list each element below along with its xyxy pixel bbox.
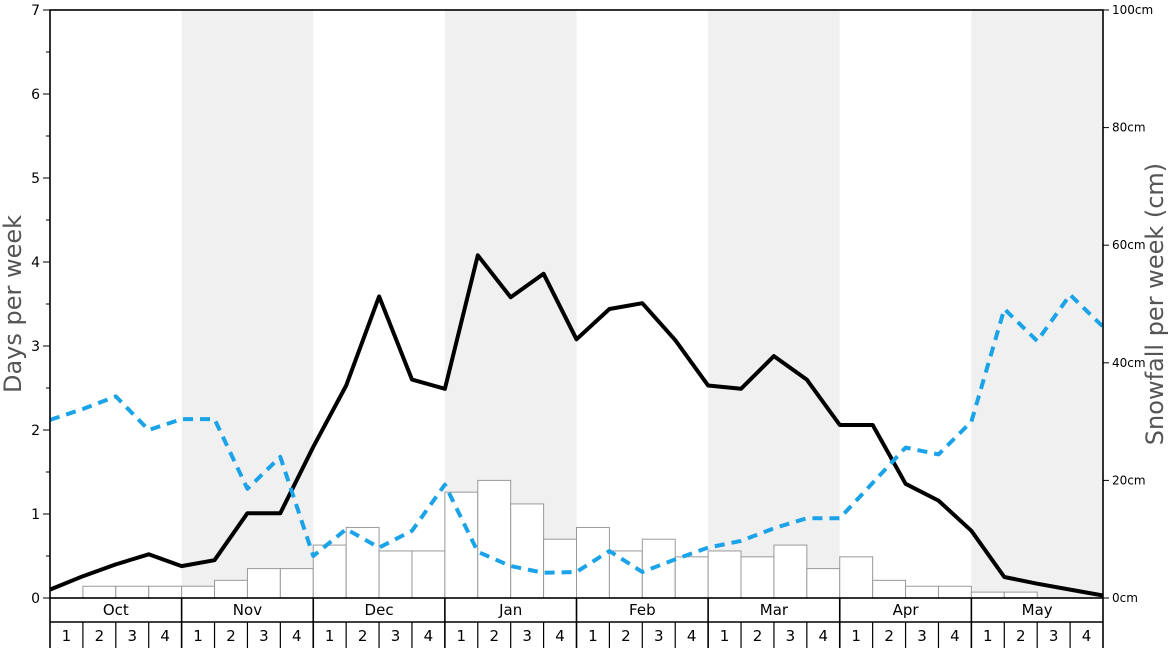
week-label: 3 (786, 627, 796, 645)
left-tick-label: 3 (31, 339, 40, 355)
week-label: 1 (588, 627, 598, 645)
snowfall-bar (82, 585, 117, 599)
right-tick-label: 60cm (1112, 238, 1146, 252)
y-left-axis-label: Days per week (0, 215, 27, 393)
month-band (181, 10, 314, 598)
month-label: May (1022, 601, 1053, 619)
dashed-series-line (49, 292, 1105, 575)
week-label: 3 (654, 627, 664, 645)
series-lines (49, 253, 1105, 598)
snowfall-bar (970, 591, 1005, 599)
week-label: 2 (95, 627, 105, 645)
right-tick-label: 100cm (1112, 3, 1153, 17)
week-label: 4 (950, 627, 960, 645)
week-label: 2 (1016, 627, 1026, 645)
snowfall-bar (905, 585, 939, 599)
solid-series-line (49, 253, 1104, 598)
month-band (708, 10, 840, 598)
week-label: 3 (522, 627, 532, 645)
snowfall-bar (872, 579, 907, 599)
week-label: 4 (687, 627, 697, 645)
snowfall-bar (279, 568, 314, 599)
week-label: 3 (1049, 627, 1059, 645)
snowfall-bar (214, 579, 248, 599)
week-label: 1 (325, 627, 335, 645)
snowfall-bar (641, 538, 676, 599)
snowfall-bar (806, 568, 841, 599)
week-label: 4 (555, 627, 565, 645)
week-label: 3 (127, 627, 137, 645)
left-tick-label: 4 (31, 255, 40, 271)
week-label: 2 (884, 627, 894, 645)
month-label: Feb (629, 601, 656, 619)
week-label: 2 (489, 627, 499, 645)
snowfall-bar (411, 550, 446, 599)
month-label: Nov (233, 601, 262, 619)
snowfall-bar (608, 550, 643, 599)
left-tick-label: 1 (31, 507, 40, 523)
week-label: 4 (424, 627, 434, 645)
week-label: 1 (983, 627, 993, 645)
month-label: Mar (760, 601, 789, 619)
week-label: 1 (457, 627, 467, 645)
week-label: 4 (1082, 627, 1092, 645)
week-label: 3 (917, 627, 927, 645)
week-label: 4 (160, 627, 170, 645)
week-label: 1 (193, 627, 203, 645)
week-label: 2 (358, 627, 368, 645)
snowfall-bar (839, 556, 874, 599)
left-tick-label: 6 (31, 87, 40, 103)
snowfall-bar (740, 556, 775, 599)
left-tick-label: 7 (31, 3, 40, 19)
month-label: Jan (498, 601, 522, 619)
week-label: 3 (391, 627, 401, 645)
snowfall-bar (1003, 591, 1038, 599)
x-axis-table: Oct 1 2 3 4 Nov 1 2 3 4 Dec 1 2 3 4 Jan 1 2 3 4 Feb 1 2 3 4 Mar 1 2… (49, 598, 1104, 648)
left-tick-label: 5 (31, 171, 40, 187)
snowfall-bar (148, 585, 183, 599)
right-tick-label: 20cm (1112, 473, 1146, 487)
y-right-axis-label: Snowfall per week (cm) (1141, 163, 1168, 445)
right-axis: 0cm 20cm 40cm 60cm 80cm 100cm (1103, 3, 1153, 605)
week-label: 2 (621, 627, 631, 645)
snowfall-bar (181, 585, 216, 599)
week-label: 4 (292, 627, 302, 645)
snowfall-bar (378, 550, 413, 599)
right-tick-label: 0cm (1112, 591, 1138, 605)
snowfall-bar (937, 585, 972, 599)
week-label: 1 (851, 627, 861, 645)
week-label: 1 (62, 627, 72, 645)
month-label: Apr (893, 601, 920, 619)
snowfall-bar (477, 479, 512, 599)
month-band (971, 10, 1103, 598)
snowfall-bar (773, 544, 808, 599)
snowfall-bar (345, 526, 380, 599)
month-label: Oct (103, 601, 129, 619)
week-label: 4 (819, 627, 829, 645)
week-label: 2 (753, 627, 763, 645)
right-tick-label: 40cm (1112, 356, 1146, 370)
snowfall-bar (543, 538, 577, 599)
snowfall-bar (510, 503, 545, 599)
snowfall-bar (246, 568, 281, 599)
week-label: 1 (720, 627, 730, 645)
snowfall-bar (576, 526, 610, 599)
left-tick-label: 0 (31, 591, 40, 607)
right-tick-label: 80cm (1112, 121, 1146, 135)
month-label: Dec (365, 601, 394, 619)
week-label: 2 (226, 627, 236, 645)
snowfall-bar (707, 550, 742, 599)
snowfall-bar (674, 556, 709, 599)
month-bands (181, 10, 1103, 598)
left-tick-label: 2 (31, 423, 40, 439)
week-label: 3 (259, 627, 269, 645)
left-axis: 0 1 2 3 4 5 6 7 (31, 3, 50, 607)
snowfall-bar (115, 585, 150, 599)
